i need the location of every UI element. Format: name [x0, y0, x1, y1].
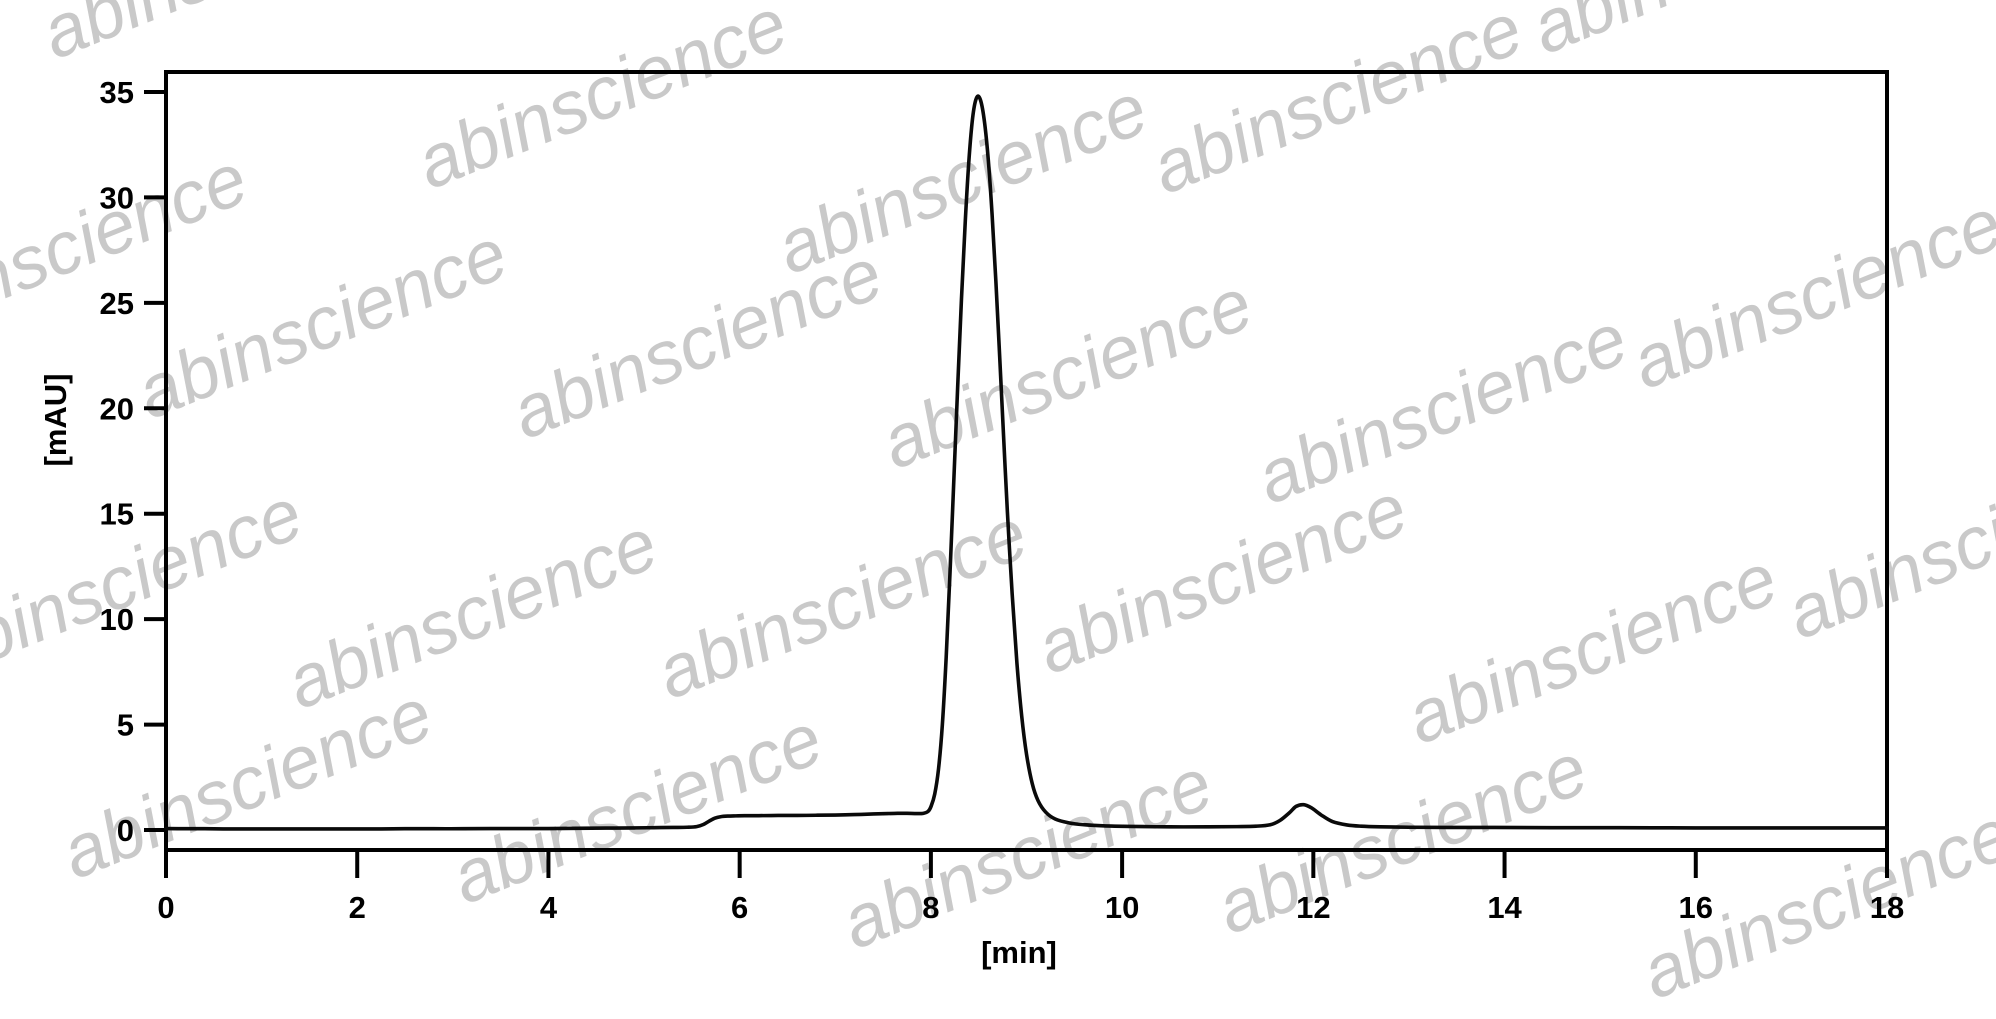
x-tick-label: 12	[1296, 890, 1330, 925]
y-tick-label: 25	[100, 286, 134, 321]
y-tick-label: 30	[100, 180, 134, 215]
y-axis-ticks: 0 5 10 15 20 25 30 35	[100, 75, 166, 848]
x-tick-label: 8	[922, 890, 939, 925]
x-tick-label: 18	[1870, 890, 1904, 925]
y-tick-label: 0	[117, 813, 134, 848]
x-tick-label: 14	[1487, 890, 1522, 925]
y-tick-label: 5	[117, 708, 134, 743]
chromatogram-trace	[164, 94, 1889, 831]
y-axis-label: [mAU]	[38, 374, 73, 467]
x-tick-label: 4	[540, 890, 558, 925]
x-tick-label: 10	[1105, 890, 1139, 925]
y-tick-label: 35	[100, 75, 134, 110]
x-tick-label: 16	[1679, 890, 1713, 925]
y-tick-label: 10	[100, 602, 134, 637]
x-tick-label: 2	[349, 890, 366, 925]
y-tick-label: 20	[100, 391, 134, 426]
x-axis-label: [min]	[981, 935, 1057, 970]
plot-frame	[164, 70, 1889, 852]
x-tick-label: 6	[731, 890, 748, 925]
x-tick-label: 0	[157, 890, 174, 925]
y-tick-label: 15	[100, 497, 134, 532]
x-axis-ticks: 0 2 4 6 8 10 12 14 16 18	[157, 850, 1904, 925]
